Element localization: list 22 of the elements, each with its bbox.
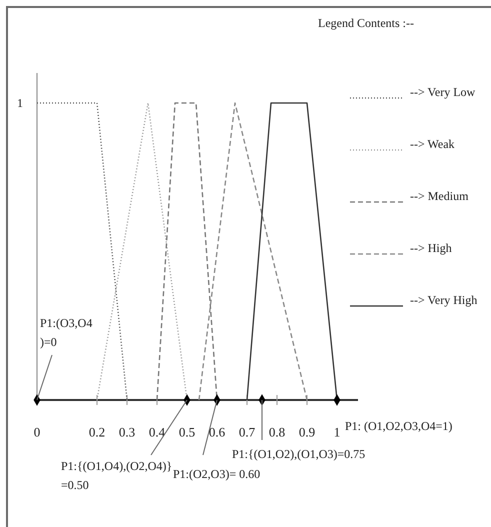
annotation: P1:{(O1,O2),(O1,O3)=0.75 (232, 447, 366, 461)
legend-title: Legend Contents :-- (318, 16, 414, 30)
x-tick-label: 0.4 (148, 424, 166, 440)
x-tick-label: 0.3 (118, 424, 136, 440)
x-tick-label: 0.7 (238, 424, 256, 440)
legend-label: --> High (410, 241, 452, 255)
annotation: P1: (O1,O2,O3,O4=1) (345, 419, 452, 433)
legend-label: --> Weak (410, 137, 455, 151)
x-tick-label: 1 (334, 424, 340, 440)
legend-label: --> Very High (410, 293, 478, 307)
annotation: P1:(O2,O3)= 0.60 (173, 467, 260, 481)
x-tick-label: 0.8 (268, 424, 286, 440)
x-tick-label: 0.2 (88, 424, 106, 440)
annotation: P1:(O3,O4 )=0 (40, 316, 92, 350)
annotation: P1:{(O1,O4),(O2,O4)} =0.50 (61, 459, 172, 492)
x-tick-label: 0.6 (208, 424, 226, 440)
legend-label: --> Very Low (410, 85, 476, 99)
x-tick-label: 0.5 (178, 424, 196, 440)
x-tick-label: 0.9 (298, 424, 316, 440)
x-tick-label: 0 (34, 424, 40, 440)
legend-label: --> Medium (410, 189, 470, 203)
annotation: 1 (17, 96, 23, 110)
